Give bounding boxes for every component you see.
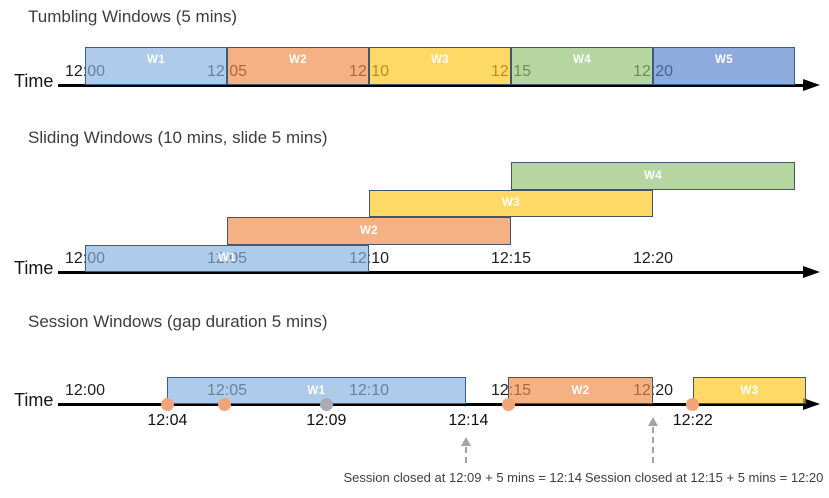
time-axis-label: Time — [14, 71, 54, 91]
window-label: W4 — [572, 54, 592, 66]
panel-session-windows: Session Windows (gap duration 5 mins) Ti… — [0, 300, 829, 498]
time-axis-label: Time — [14, 258, 54, 278]
window-label: W4 — [643, 169, 663, 182]
window-box-w5: W5 — [653, 47, 795, 85]
dashed-arrow-line — [464, 447, 467, 463]
window-box-w1: W1 — [85, 244, 369, 272]
window-box-w2: W2 — [508, 377, 653, 404]
event-dot — [501, 397, 515, 411]
window-box-w2: W2 — [227, 217, 511, 245]
axis-tick-label: 12:15 — [490, 250, 532, 267]
event-dot — [160, 397, 174, 411]
window-box-w3: W3 — [692, 377, 807, 404]
session-title: Session Windows (gap duration 5 mins) — [28, 312, 328, 331]
sliding-title: Sliding Windows (10 mins, slide 5 mins) — [28, 128, 328, 147]
panel-sliding-windows: Sliding Windows (10 mins, slide 5 mins) … — [0, 118, 829, 300]
window-label: W3 — [430, 54, 450, 66]
session-closed-annotation: Session closed at 12:09 + 5 mins = 12:14 — [343, 470, 582, 485]
window-label: W1 — [307, 384, 326, 397]
time-axis-line — [58, 403, 803, 406]
session-closed-annotation: Session closed at 12:15 + 5 mins = 12:20 — [584, 470, 824, 485]
time-axis-label: Time — [14, 390, 54, 410]
window-box-w4: W4 — [511, 47, 653, 85]
time-axis-arrowhead-icon — [803, 397, 820, 410]
dashed-arrow-line — [652, 427, 654, 463]
window-label: W1 — [217, 252, 237, 265]
event-dot — [319, 397, 333, 411]
dashed-arrow-head-icon — [648, 417, 658, 426]
window-label: W1 — [146, 54, 166, 66]
window-label: W5 — [714, 54, 734, 66]
event-time-label: 12:09 — [306, 412, 347, 429]
dashed-arrow-head-icon — [460, 437, 471, 446]
panel-tumbling-windows: Tumbling Windows (5 mins) Time 12:0012:0… — [0, 0, 829, 118]
time-axis-arrowhead-icon — [803, 78, 820, 91]
window-box-w3: W3 — [369, 189, 653, 217]
axis-tick-label: 12:00 — [64, 382, 106, 399]
event-time-label: 12:22 — [672, 412, 713, 429]
time-axis-line — [58, 84, 803, 87]
axis-tick-label: 12:20 — [632, 250, 674, 267]
event-dot — [686, 397, 700, 411]
window-box-w2: W2 — [227, 47, 369, 85]
window-label: W3 — [740, 384, 759, 397]
tumbling-title: Tumbling Windows (5 mins) — [28, 7, 238, 26]
event-time-label: 12:04 — [147, 412, 188, 429]
event-dot — [217, 397, 231, 411]
window-label: W2 — [288, 54, 308, 66]
close-time-label: 12:14 — [448, 412, 489, 429]
time-axis-arrowhead-icon — [803, 265, 820, 278]
window-label: W3 — [501, 197, 521, 210]
window-box-w1: W1 — [85, 47, 227, 85]
window-box-w1: W1 — [167, 377, 466, 404]
window-box-w4: W4 — [511, 162, 795, 190]
window-label: W2 — [359, 224, 379, 237]
time-axis-line — [58, 271, 803, 274]
window-label: W2 — [571, 384, 590, 397]
session-timeline-stage: 12:0012:0512:1012:1512:20W1W2W312:0412:0… — [0, 300, 829, 498]
window-box-w3: W3 — [369, 47, 511, 85]
